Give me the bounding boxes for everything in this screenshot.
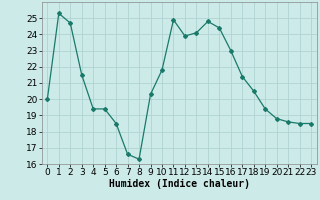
X-axis label: Humidex (Indice chaleur): Humidex (Indice chaleur) — [109, 179, 250, 189]
